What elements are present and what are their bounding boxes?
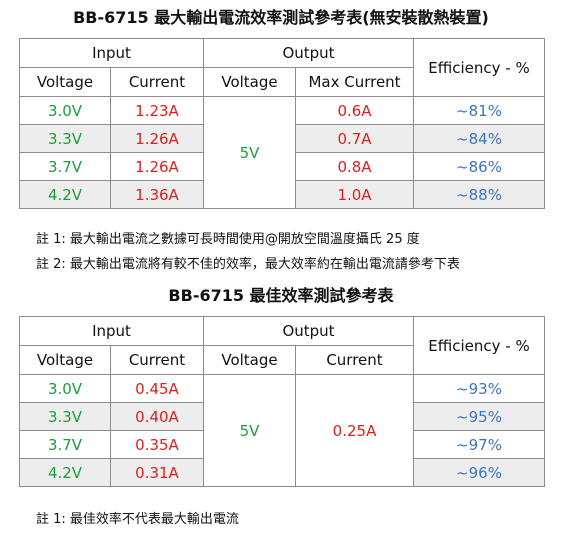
output-voltage-header: Voltage — [203, 345, 296, 375]
input-voltage-cell: 3.7V — [19, 152, 111, 181]
input-voltage-header: Voltage — [19, 67, 111, 97]
max-current-table-title: BB-6715 最大輸出電流效率測試參考表(無安裝散熱裝置) — [73, 8, 489, 27]
input-voltage-cell: 3.3V — [19, 124, 111, 153]
input-current-cell: 1.26A — [110, 152, 204, 181]
note-1: 註 1: 最佳效率不代表最大輸出電流 — [36, 512, 239, 527]
max-current-header: Max Current — [294, 67, 415, 97]
input-voltage-cell: 3.0V — [19, 374, 111, 403]
efficiency-cell: ~84% — [413, 124, 546, 153]
efficiency-cell: ~93% — [413, 374, 546, 403]
efficiency-cell: ~88% — [413, 180, 546, 209]
input-group-header: Input — [19, 316, 204, 346]
efficiency-cell: ~97% — [413, 430, 546, 459]
input-current-header: Current — [110, 67, 204, 97]
input-current-cell: 1.26A — [110, 124, 204, 153]
input-voltage-cell: 4.2V — [19, 180, 111, 209]
output-group-header: Output — [202, 38, 415, 68]
input-voltage-cell: 3.3V — [19, 402, 111, 431]
max-current-cell: 0.6A — [294, 96, 415, 125]
input-voltage-cell: 4.2V — [19, 458, 111, 487]
table-row: 3.0V 0.45A 5V 0.25A ~93% — [19, 374, 546, 487]
table-row: 4.2V 1.36A 1.0A ~88% — [19, 180, 546, 209]
output-voltage-cell: 5V — [203, 374, 296, 487]
input-current-cell: 1.23A — [110, 96, 204, 125]
best-efficiency-table-title: BB-6715 最佳效率測試參考表 — [168, 286, 394, 305]
input-voltage-header: Voltage — [19, 345, 111, 375]
table-row: 3.0V 1.23A 5V 0.6A ~81% — [19, 96, 546, 209]
input-current-cell: 0.40A — [110, 402, 204, 431]
efficiency-cell: ~95% — [413, 402, 546, 431]
note-1: 註 1: 最大輸出電流之數據可長時間使用@開放空間溫度攝氏 25 度 — [36, 232, 420, 247]
efficiency-cell: ~81% — [413, 96, 546, 125]
efficiency-header: Efficiency - % — [413, 316, 546, 375]
efficiency-cell: ~86% — [413, 152, 546, 181]
input-current-header: Current — [110, 345, 204, 375]
max-current-cell: 0.7A — [294, 124, 415, 153]
input-voltage-cell: 3.0V — [19, 96, 111, 125]
input-current-cell: 0.31A — [110, 458, 204, 487]
max-current-cell: 1.0A — [294, 180, 415, 209]
efficiency-header: Efficiency - % — [413, 38, 546, 97]
input-voltage-cell: 3.7V — [19, 430, 111, 459]
efficiency-cell: ~96% — [413, 458, 546, 487]
input-group-header: Input — [19, 38, 204, 68]
output-voltage-cell: 5V — [203, 96, 296, 209]
note-2: 註 2: 最大輸出電流將有較不佳的效率，最大效率約在輸出電流請參考下表 — [36, 257, 460, 272]
output-current-cell: 0.25A — [294, 374, 415, 487]
output-current-header: Current — [294, 345, 415, 375]
output-voltage-header: Voltage — [203, 67, 296, 97]
input-current-cell: 0.35A — [110, 430, 204, 459]
max-current-efficiency-table: Input Output Efficiency - % Voltage Curr… — [19, 38, 546, 209]
max-current-cell: 0.8A — [294, 152, 415, 181]
table-row: 3.3V 1.26A 0.7A ~84% — [19, 124, 546, 153]
best-efficiency-table: Input Output Efficiency - % Voltage Curr… — [19, 316, 546, 487]
input-current-cell: 1.36A — [110, 180, 204, 209]
output-group-header: Output — [202, 316, 415, 346]
table-row: 4.2V 0.31A ~96% — [19, 458, 546, 487]
table-row: 3.7V 1.26A 0.8A ~86% — [19, 152, 546, 181]
table-row: 3.7V 0.35A ~97% — [19, 430, 546, 459]
input-current-cell: 0.45A — [110, 374, 204, 403]
table-row: 3.3V 0.40A ~95% — [19, 402, 546, 431]
